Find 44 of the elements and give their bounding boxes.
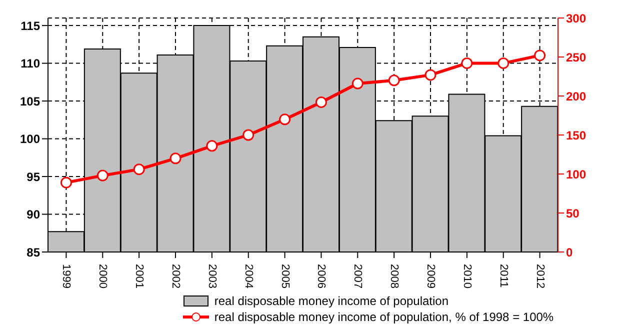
x-tick-label: 2010: [460, 264, 473, 288]
point: [461, 57, 473, 69]
x-tick-label: 2007: [352, 264, 364, 288]
x-tick-label: 2000: [96, 264, 109, 288]
x-tick-label: 2006: [315, 264, 328, 288]
x-tick-label: 2001: [133, 264, 146, 288]
x-tick-label: 2012: [534, 264, 546, 288]
y2-tick-label: 200: [566, 89, 586, 104]
x-tick-label: 2011: [497, 264, 510, 288]
y-tick-label: 115: [20, 18, 40, 33]
point: [388, 74, 400, 86]
legend-label: real disposable money income of population, % of 1998 = 100%: [214, 310, 554, 324]
legend-label: real disposable money income of population: [214, 294, 449, 308]
x-tick-label: 2002: [170, 264, 182, 288]
x-tick-label: 1999: [60, 264, 72, 288]
point: [170, 152, 182, 164]
point: [60, 176, 72, 188]
point: [242, 129, 254, 141]
point: [498, 57, 510, 69]
y2-tick-label: 250: [566, 50, 586, 64]
y-tick-label: 85: [26, 245, 40, 260]
y-tick-label: 110: [20, 56, 40, 71]
point: [352, 78, 364, 90]
x-tick-label: 2004: [242, 264, 254, 288]
y-tick-label: 90: [26, 208, 40, 222]
point: [279, 114, 291, 126]
y2-tick-label: 50: [566, 206, 580, 220]
x-tick-label: 2008: [388, 264, 400, 288]
y2-tick-label: 100: [566, 167, 586, 182]
y2-tick-label: 150: [566, 128, 586, 142]
point: [206, 140, 218, 152]
y2-tick-label: 0: [566, 245, 573, 260]
point: [315, 96, 327, 108]
point: [133, 164, 145, 176]
y-tick-label: 100: [20, 132, 40, 146]
point: [424, 69, 436, 81]
y2-tick-label: 300: [566, 11, 586, 26]
y-tick-label: 95: [26, 170, 40, 184]
point: [96, 170, 108, 182]
y-tick-label: 105: [20, 94, 40, 108]
x-tick-label: 2003: [206, 264, 218, 288]
x-tick-label: 2005: [278, 264, 291, 288]
x-tick-label: 2009: [424, 264, 436, 288]
point: [534, 50, 546, 62]
